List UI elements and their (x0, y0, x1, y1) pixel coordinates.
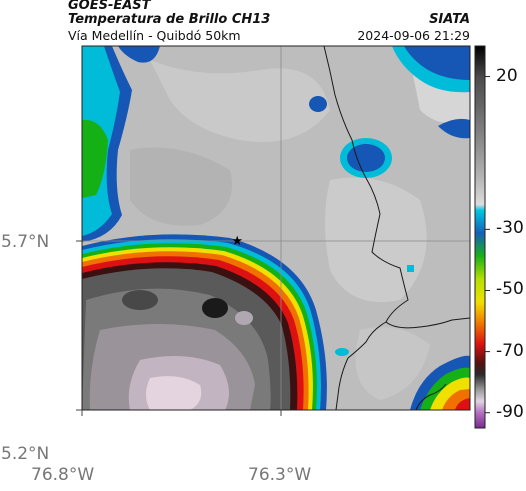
location-star-icon: ★ (231, 234, 243, 249)
storm-core-dark (122, 290, 158, 310)
cold-cell (309, 96, 327, 112)
map-title: GOES-EAST (68, 0, 151, 13)
cold-cloud-blue (118, 46, 160, 63)
storm-core-lightest (146, 376, 202, 410)
border-line (415, 383, 447, 410)
border-line (335, 321, 387, 410)
gray-patch (325, 177, 427, 302)
gray-patch (355, 327, 430, 400)
cold-cloud-blue (438, 118, 470, 139)
cold-cloud-green (82, 119, 108, 198)
map-datetime: 2024-09-06 21:29 (357, 28, 470, 43)
storm-core-dark (202, 298, 228, 318)
colorbar-tick-label: -90 (496, 401, 524, 422)
storm-core-light (235, 311, 253, 325)
map-subtitle: Temperatura de Brillo CH13 (68, 12, 271, 27)
gray-patch (150, 60, 330, 142)
cold-cloud-blue (404, 46, 470, 80)
colorbar-tick-label: 20 (496, 65, 518, 86)
map-region: Vía Medellín - Quibdó 50km (68, 28, 241, 43)
map-source: SIATA (429, 12, 470, 27)
colorbar-tick-marks (485, 76, 490, 414)
cold-cell-se (455, 398, 470, 410)
cold-cell (407, 265, 414, 272)
map-field (82, 46, 470, 410)
colorbar-tick-label: -30 (496, 218, 524, 239)
colorbar-tick-label: -50 (496, 279, 524, 300)
gray-patch (130, 147, 232, 226)
cold-cell-core (347, 144, 385, 172)
border-line (323, 46, 470, 329)
lat-tick-label: 5.2°N (1, 444, 50, 464)
colorbar-tick-label: -70 (496, 340, 524, 361)
lon-tick-label: 76.3°W (248, 465, 312, 485)
cold-cell (335, 348, 349, 356)
lon-tick-label: 76.8°W (31, 465, 95, 485)
lat-tick-label: 5.7°N (1, 232, 50, 252)
colorbar (474, 45, 486, 429)
plot-frame (81, 45, 471, 411)
